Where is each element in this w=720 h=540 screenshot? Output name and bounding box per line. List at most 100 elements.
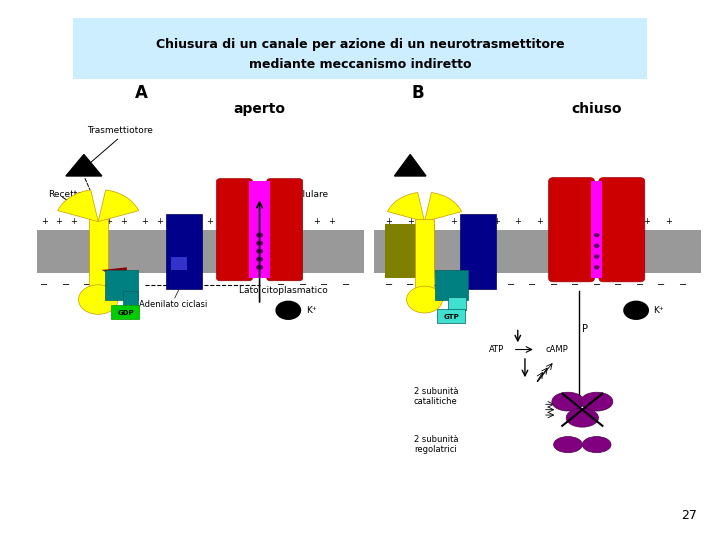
- Text: +: +: [170, 217, 177, 226]
- Text: −: −: [593, 280, 600, 290]
- Circle shape: [594, 233, 600, 237]
- Ellipse shape: [554, 436, 582, 453]
- Text: +: +: [292, 217, 299, 226]
- Ellipse shape: [78, 285, 118, 314]
- Text: −: −: [406, 280, 414, 290]
- Text: +: +: [264, 217, 270, 226]
- Text: +: +: [242, 217, 248, 226]
- Text: B: B: [411, 84, 423, 102]
- Bar: [105, 270, 138, 300]
- Text: +: +: [644, 217, 650, 226]
- Text: +: +: [514, 217, 521, 226]
- Ellipse shape: [580, 392, 613, 411]
- Text: Recettore: Recettore: [48, 190, 92, 199]
- Text: −: −: [341, 280, 350, 290]
- Text: +: +: [313, 217, 320, 226]
- Bar: [436, 270, 467, 300]
- Text: +: +: [328, 217, 335, 226]
- Text: +: +: [665, 217, 672, 226]
- Text: +: +: [622, 217, 629, 226]
- FancyBboxPatch shape: [111, 306, 139, 320]
- Circle shape: [256, 248, 264, 254]
- Wedge shape: [387, 193, 425, 221]
- Wedge shape: [58, 190, 98, 221]
- Polygon shape: [395, 154, 426, 176]
- FancyBboxPatch shape: [73, 17, 647, 79]
- Text: +: +: [70, 217, 76, 226]
- Text: +: +: [600, 217, 607, 226]
- Text: +: +: [41, 217, 48, 226]
- Bar: [385, 224, 436, 278]
- Text: +: +: [492, 217, 500, 226]
- Text: −: −: [105, 280, 113, 290]
- Circle shape: [256, 265, 264, 270]
- Text: +: +: [192, 217, 199, 226]
- Bar: [249, 181, 270, 278]
- Text: +: +: [428, 217, 435, 226]
- Bar: [374, 230, 701, 273]
- Circle shape: [624, 301, 649, 320]
- Polygon shape: [66, 154, 102, 176]
- Text: −: −: [657, 280, 665, 290]
- FancyBboxPatch shape: [438, 309, 465, 323]
- Text: −: −: [636, 280, 644, 290]
- Circle shape: [256, 256, 264, 262]
- Text: −: −: [277, 280, 285, 290]
- Text: +: +: [472, 217, 478, 226]
- Text: −: −: [614, 280, 622, 290]
- Text: Chiusura di un canale per azione di un neurotrasmettitore: Chiusura di un canale per azione di un n…: [156, 38, 564, 51]
- Text: 2 subunità
catalitiche: 2 subunità catalitiche: [414, 387, 459, 406]
- Text: A: A: [135, 84, 148, 102]
- Text: cAMP: cAMP: [546, 345, 569, 354]
- Bar: [89, 219, 107, 294]
- Ellipse shape: [552, 392, 584, 411]
- Text: GDP: GDP: [117, 310, 134, 316]
- Text: −: −: [62, 280, 70, 290]
- FancyBboxPatch shape: [217, 179, 253, 281]
- Text: +: +: [278, 217, 284, 226]
- Text: mediante meccanismo indiretto: mediante meccanismo indiretto: [248, 58, 472, 71]
- Text: −: −: [40, 280, 48, 290]
- FancyBboxPatch shape: [267, 179, 302, 281]
- Bar: [449, 297, 466, 310]
- Text: Lato citoplasmatico: Lato citoplasmatico: [239, 286, 328, 295]
- Text: Trasmettiotore: Trasmettiotore: [87, 126, 153, 135]
- Bar: [37, 230, 364, 273]
- Text: +: +: [141, 217, 148, 226]
- Text: +: +: [228, 217, 234, 226]
- Text: −: −: [528, 280, 536, 290]
- Text: −: −: [299, 280, 307, 290]
- Text: 27: 27: [681, 510, 697, 523]
- Ellipse shape: [407, 286, 443, 313]
- Text: +: +: [450, 217, 456, 226]
- Wedge shape: [98, 190, 139, 221]
- Text: K⁺: K⁺: [306, 306, 317, 315]
- Ellipse shape: [582, 436, 611, 453]
- Text: −: −: [384, 280, 392, 290]
- Text: ATP: ATP: [489, 345, 504, 354]
- Text: −: −: [84, 280, 91, 290]
- Circle shape: [594, 244, 600, 248]
- Text: +: +: [55, 217, 62, 226]
- Text: −: −: [571, 280, 579, 290]
- Circle shape: [256, 240, 264, 246]
- Bar: [166, 214, 202, 289]
- Text: −: −: [127, 280, 135, 290]
- Text: GTP: GTP: [444, 314, 459, 320]
- Text: +: +: [407, 217, 414, 226]
- Bar: [591, 181, 603, 278]
- Text: +: +: [536, 217, 543, 226]
- Text: −: −: [679, 280, 687, 290]
- Text: +: +: [120, 217, 127, 226]
- Text: +: +: [106, 217, 112, 226]
- Text: +: +: [579, 217, 586, 226]
- Text: P: P: [582, 324, 588, 334]
- Text: −: −: [320, 280, 328, 290]
- Text: 2 subunità
regolatrici: 2 subunità regolatrici: [414, 435, 459, 454]
- Text: +: +: [156, 217, 163, 226]
- Bar: [460, 214, 496, 289]
- Polygon shape: [102, 267, 127, 284]
- Circle shape: [594, 265, 600, 269]
- Text: Lato extracellulare: Lato extracellulare: [243, 190, 328, 199]
- Circle shape: [594, 254, 600, 259]
